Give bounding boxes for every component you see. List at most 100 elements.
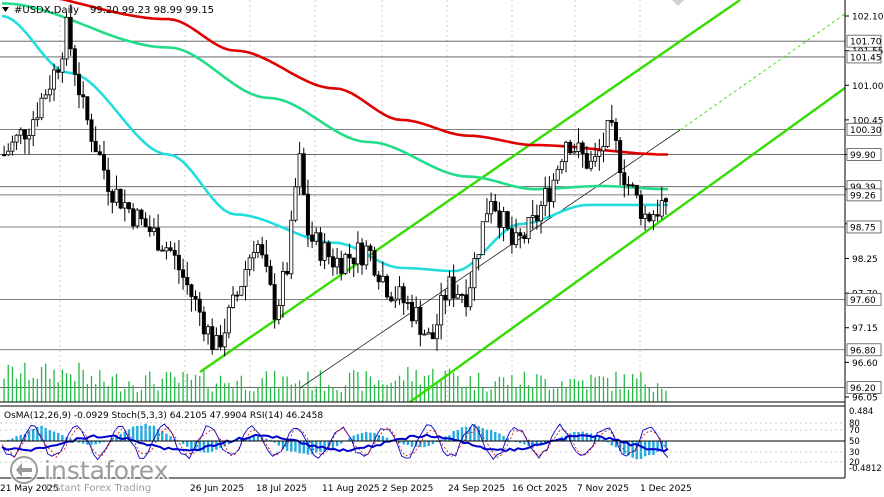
candle-body (368, 245, 373, 252)
main-plot-area[interactable] (0, 0, 845, 402)
candle-body (434, 324, 439, 340)
candle-body (268, 265, 273, 285)
candle-body (247, 257, 252, 271)
candle-body (459, 294, 464, 296)
candle-body (410, 302, 415, 322)
candle-body (22, 129, 27, 140)
moving-average-cyan[interactable] (1, 14, 668, 273)
candle-body (201, 311, 206, 335)
price-level-tag-label: 97.60 (850, 296, 876, 306)
channel-upper-line[interactable] (199, 0, 741, 373)
candle-body (576, 142, 581, 152)
candle-body (401, 286, 406, 304)
candle-body (118, 188, 123, 209)
price-level-tag-label: 100.30 (850, 126, 882, 136)
candle-body (222, 332, 227, 348)
indicator-tick-label: 20 (849, 458, 860, 468)
candle-body (18, 129, 23, 136)
candle-body (514, 232, 519, 245)
channel-lower-line[interactable] (409, 87, 846, 403)
candle-body (638, 194, 643, 219)
candle-body (235, 294, 240, 297)
candle-body (52, 69, 57, 90)
dropdown-triangle-icon[interactable] (2, 7, 9, 12)
candle-body (330, 256, 335, 268)
channel-mid-line[interactable] (299, 129, 681, 389)
candle-body (164, 247, 169, 252)
candle-body (77, 73, 82, 96)
candle-body (522, 235, 527, 240)
candle-body (326, 242, 331, 258)
candle-body (260, 244, 265, 256)
candle-body (314, 232, 319, 242)
candle-body (518, 232, 523, 237)
candle-body (239, 285, 244, 296)
candle-body (276, 305, 281, 320)
moving-average-red[interactable] (2, 0, 668, 156)
rsi-line (1, 433, 669, 453)
candle-body (372, 250, 377, 276)
candle-body (176, 254, 181, 271)
candle-body (426, 332, 431, 335)
candle-body (139, 209, 144, 220)
candle-body (135, 209, 140, 227)
price-level-tag (846, 381, 882, 394)
candle-body (447, 276, 452, 301)
indicator-plot-area[interactable] (0, 406, 845, 478)
candle-body (39, 97, 44, 119)
candle-body (2, 154, 7, 156)
candle-body (335, 257, 340, 268)
indicator-lines (1, 423, 669, 461)
candle-body (439, 295, 444, 326)
candle-body (534, 215, 539, 222)
watermark: instaforex instaforex Instant Forex Trad… (9, 455, 170, 494)
candle-body (501, 211, 506, 228)
candle-body (56, 69, 61, 73)
candle-body (609, 119, 614, 123)
time-axis-label: 21 May 2025 (0, 484, 59, 494)
candle-body (651, 214, 656, 222)
candle-body (430, 332, 435, 340)
stochastic-signal-line (1, 426, 669, 458)
candle-body (593, 156, 598, 162)
price-level-tag-label: 99.90 (850, 151, 876, 161)
candle-body (526, 217, 531, 240)
candle-body (618, 140, 623, 174)
candle-body (509, 228, 514, 245)
channel-extension-line[interactable] (679, 13, 846, 131)
candle-body (530, 215, 535, 218)
time-axis-label: 1 Dec 2025 (640, 484, 692, 494)
candle-body (505, 211, 510, 230)
indicator-tick-label: 70 (849, 426, 860, 436)
candle-body (480, 221, 485, 255)
price-level-tag-label: 99.26 (850, 191, 876, 201)
moving-averages (1, 0, 669, 273)
instaforex-logo-icon (9, 455, 39, 485)
candle-body (181, 269, 186, 278)
candle-body (451, 276, 456, 299)
price-level-tag-label: 96.20 (850, 384, 876, 394)
candle-body (634, 184, 639, 196)
candle-body (543, 188, 548, 206)
candles[interactable] (2, 4, 668, 357)
time-axis-label: 7 Nov 2025 (577, 484, 629, 494)
trend-channel[interactable] (199, 0, 846, 403)
chart-shift-marker-icon[interactable] (672, 0, 684, 6)
candle-body (272, 284, 277, 320)
price-tick-label: 101.00 (852, 82, 884, 92)
candle-body (572, 151, 577, 154)
candle-body (60, 58, 65, 73)
moving-average-green[interactable] (1, 2, 669, 191)
candle-body (663, 198, 668, 203)
watermark-tagline: Instant Forex Trading (46, 483, 151, 494)
candle-body (293, 186, 298, 221)
price-level-tag (846, 188, 882, 202)
candle-body (647, 213, 652, 222)
candle-body (659, 200, 664, 217)
candle-body (389, 296, 394, 302)
price-level-tag (846, 148, 882, 161)
watermark-brand: instaforex (44, 456, 169, 485)
candle-body (622, 172, 627, 186)
